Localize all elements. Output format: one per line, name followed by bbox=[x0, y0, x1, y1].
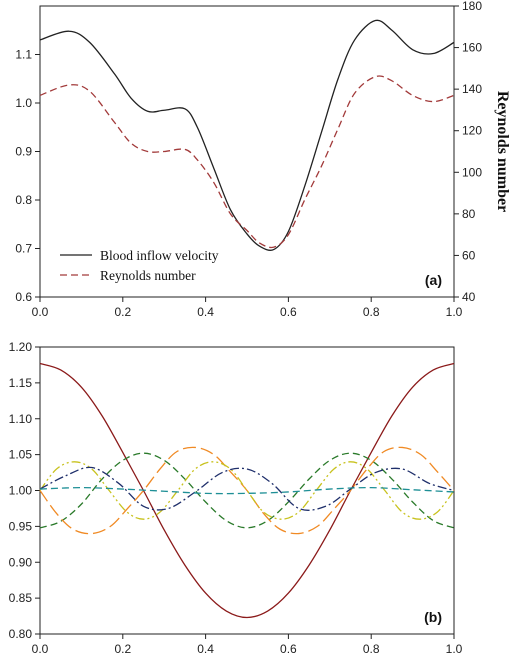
y2-axis-title: Reynolds number bbox=[494, 91, 511, 212]
y2-tick-label: 80 bbox=[462, 207, 476, 221]
y-tick-label: 1.00 bbox=[9, 484, 33, 498]
x-tick-label: 0.2 bbox=[114, 305, 131, 319]
y-tick-label: 0.85 bbox=[9, 591, 33, 605]
y-tick-label: 0.80 bbox=[9, 627, 33, 641]
x-tick-label: 1.0 bbox=[446, 642, 463, 656]
legend-label: Blood inflow velocity bbox=[100, 248, 219, 263]
x-tick-label: 0.8 bbox=[363, 305, 380, 319]
y-tick-label: 0.6 bbox=[15, 290, 32, 304]
y-tick-label: 1.20 bbox=[9, 340, 33, 354]
y2-tick-label: 160 bbox=[462, 41, 482, 55]
x-tick-label: 0.6 bbox=[280, 305, 297, 319]
y2-tick-label: 180 bbox=[462, 0, 482, 13]
x-tick-label: 0.2 bbox=[114, 642, 131, 656]
series-line-3 bbox=[39, 461, 455, 520]
y-tick-label: 0.9 bbox=[15, 145, 32, 159]
x-tick-label: 0.8 bbox=[363, 642, 380, 656]
y-tick-label: 0.95 bbox=[9, 519, 33, 533]
y-tick-label: 0.7 bbox=[15, 242, 32, 256]
panel-b: 0.0 0.2 0.4 0.6 0.8 1.0 0.80 0.85 0.90 0.95 1.00 1.… bbox=[9, 340, 463, 656]
y-tick-label: 1.05 bbox=[9, 448, 33, 462]
panel-label: (a) bbox=[425, 272, 442, 288]
y-tick-label: 1.1 bbox=[15, 48, 32, 62]
y-tick-label: 0.8 bbox=[15, 193, 32, 207]
y2-tick-label: 120 bbox=[462, 124, 482, 138]
series-line-1 bbox=[39, 452, 455, 529]
y-tick-label: 1.10 bbox=[9, 412, 33, 426]
series-line-4 bbox=[39, 466, 455, 511]
series-line-0 bbox=[39, 362, 455, 619]
x-tick-label: 0.0 bbox=[32, 305, 49, 319]
x-tick-label: 0.4 bbox=[197, 642, 214, 656]
panel-label: (b) bbox=[424, 609, 442, 625]
series-line-1 bbox=[39, 75, 455, 249]
series-line-5 bbox=[39, 486, 455, 495]
y-tick-label: 1.15 bbox=[9, 376, 33, 390]
x-tick-label: 1.0 bbox=[446, 305, 463, 319]
x-tick-label: 0.6 bbox=[280, 642, 297, 656]
y-tick-label: 0.90 bbox=[9, 555, 33, 569]
y2-tick-label: 60 bbox=[462, 248, 476, 262]
y-tick-label: 1.0 bbox=[15, 96, 32, 110]
x-tick-label: 0.4 bbox=[197, 305, 214, 319]
y2-tick-label: 40 bbox=[462, 290, 476, 304]
x-tick-label: 0.0 bbox=[32, 642, 49, 656]
series-line-0 bbox=[39, 19, 455, 251]
y2-tick-label: 140 bbox=[462, 82, 482, 96]
panel-a: 0.0 0.2 0.4 0.6 0.8 1.0 0.6 0.7 0.8 0.9 1.0 1.1 40 60… bbox=[15, 0, 511, 319]
y2-tick-label: 100 bbox=[462, 165, 482, 179]
series-line-2 bbox=[39, 446, 455, 535]
legend-label: Reynolds number bbox=[100, 268, 196, 283]
